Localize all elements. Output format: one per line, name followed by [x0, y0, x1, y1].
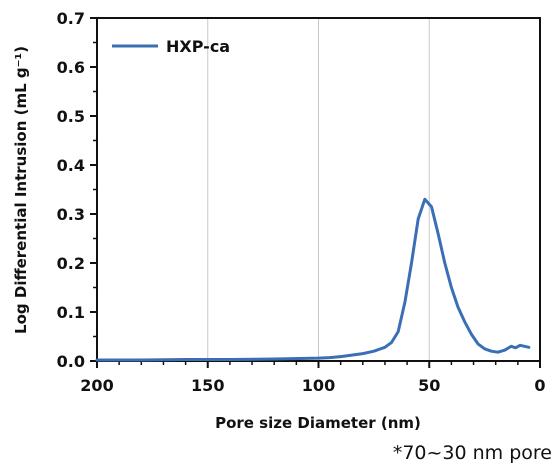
y-tick-label: 0.2	[57, 254, 85, 273]
series-line-hxp-ca	[95, 197, 531, 362]
y-tick-label: 0.1	[57, 303, 85, 322]
pore-range-note: *70~30 nm pore	[393, 442, 552, 464]
x-tick-label: 200	[80, 376, 113, 395]
y-tick-label: 0.7	[57, 9, 85, 28]
y-tick-label: 0.5	[57, 107, 85, 126]
x-tick-label: 150	[191, 376, 224, 395]
grid-lines	[207, 18, 430, 361]
x-tick-label: 0	[534, 376, 545, 395]
y-tick-label: 0.0	[57, 352, 85, 371]
y-tick-label: 0.6	[57, 58, 85, 77]
y-axis-title: Log Differential Intrusion (mL g⁻¹)	[12, 46, 30, 334]
x-tick-label: 50	[418, 376, 440, 395]
y-tick-label: 0.4	[57, 156, 85, 175]
axis-ticks: 200 150 100 50 0 0.0 0.1 0.2 0.3 0.4 0.5 0.6 0.7	[57, 9, 546, 395]
series-lines	[95, 197, 531, 362]
y-tick-label: 0.3	[57, 205, 85, 224]
x-axis-title: Pore size Diameter (nm)	[215, 414, 421, 432]
legend: HXP-ca	[112, 37, 230, 56]
legend-label-hxp-ca: HXP-ca	[166, 37, 230, 56]
x-tick-label: 100	[302, 376, 335, 395]
